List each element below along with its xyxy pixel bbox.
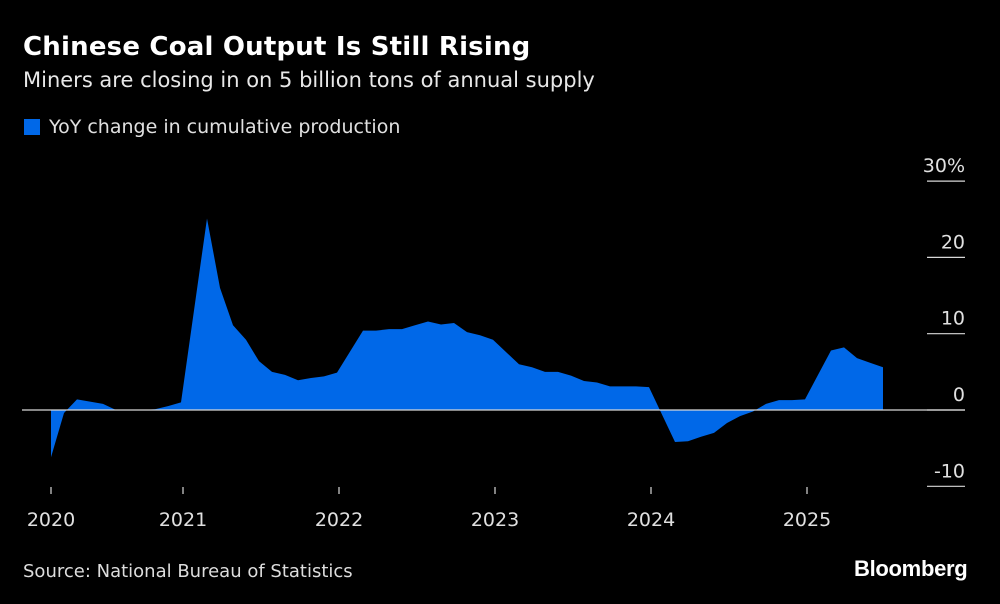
bloomberg-logo: Bloomberg: [854, 556, 968, 581]
x-tick-label: 2025: [783, 509, 831, 531]
legend-label: YoY change in cumulative production: [49, 116, 401, 138]
legend: YoY change in cumulative production: [24, 116, 400, 138]
chart-title: Chinese Coal Output Is Still Rising: [23, 32, 531, 62]
y-tick-label: -10: [934, 460, 965, 482]
x-tick-label: 2023: [471, 509, 519, 531]
x-tick-label: 2020: [27, 509, 75, 531]
y-tick-label: 10: [941, 308, 965, 330]
x-tick-label: 2021: [159, 509, 207, 531]
x-tick-label: 2024: [627, 509, 675, 531]
chart-subtitle: Miners are closing in on 5 billion tons …: [23, 68, 595, 92]
y-tick-label: 20: [941, 231, 965, 253]
legend-swatch: [24, 119, 40, 135]
y-tick-label: 30%: [923, 155, 965, 177]
y-tick-label: 0: [953, 384, 965, 406]
series-area: [51, 218, 883, 458]
x-tick-label: 2022: [315, 509, 363, 531]
source-note: Source: National Bureau of Statistics: [23, 561, 353, 582]
